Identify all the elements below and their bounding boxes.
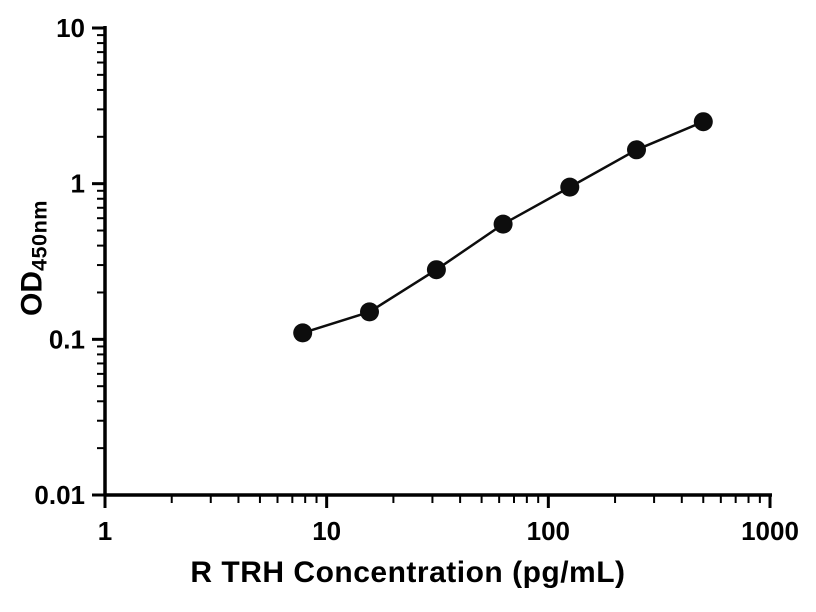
- data-point-marker: [493, 214, 513, 234]
- y-tick-label: 0.1: [49, 324, 85, 354]
- x-axis-title: R TRH Concentration (pg/mL): [190, 556, 626, 589]
- y-tick-label: 1: [71, 169, 85, 199]
- x-tick-label: 1: [98, 516, 112, 546]
- y-axis-title: OD450nm: [15, 200, 52, 316]
- data-point-marker: [360, 302, 379, 322]
- data-point-marker: [627, 140, 646, 160]
- y-axis-title-subscript: 450nm: [26, 200, 52, 271]
- x-tick-label: 100: [527, 516, 570, 546]
- y-tick-label: 0.01: [34, 480, 85, 510]
- data-point-marker: [293, 323, 313, 343]
- y-axis-title-main: OD: [15, 270, 49, 316]
- data-point-marker: [426, 260, 446, 280]
- y-tick-label: 10: [56, 13, 85, 43]
- data-point-marker: [560, 177, 580, 197]
- x-tick-label: 10: [312, 516, 341, 546]
- x-tick-label: 1000: [741, 516, 799, 546]
- data-point-marker: [693, 112, 713, 132]
